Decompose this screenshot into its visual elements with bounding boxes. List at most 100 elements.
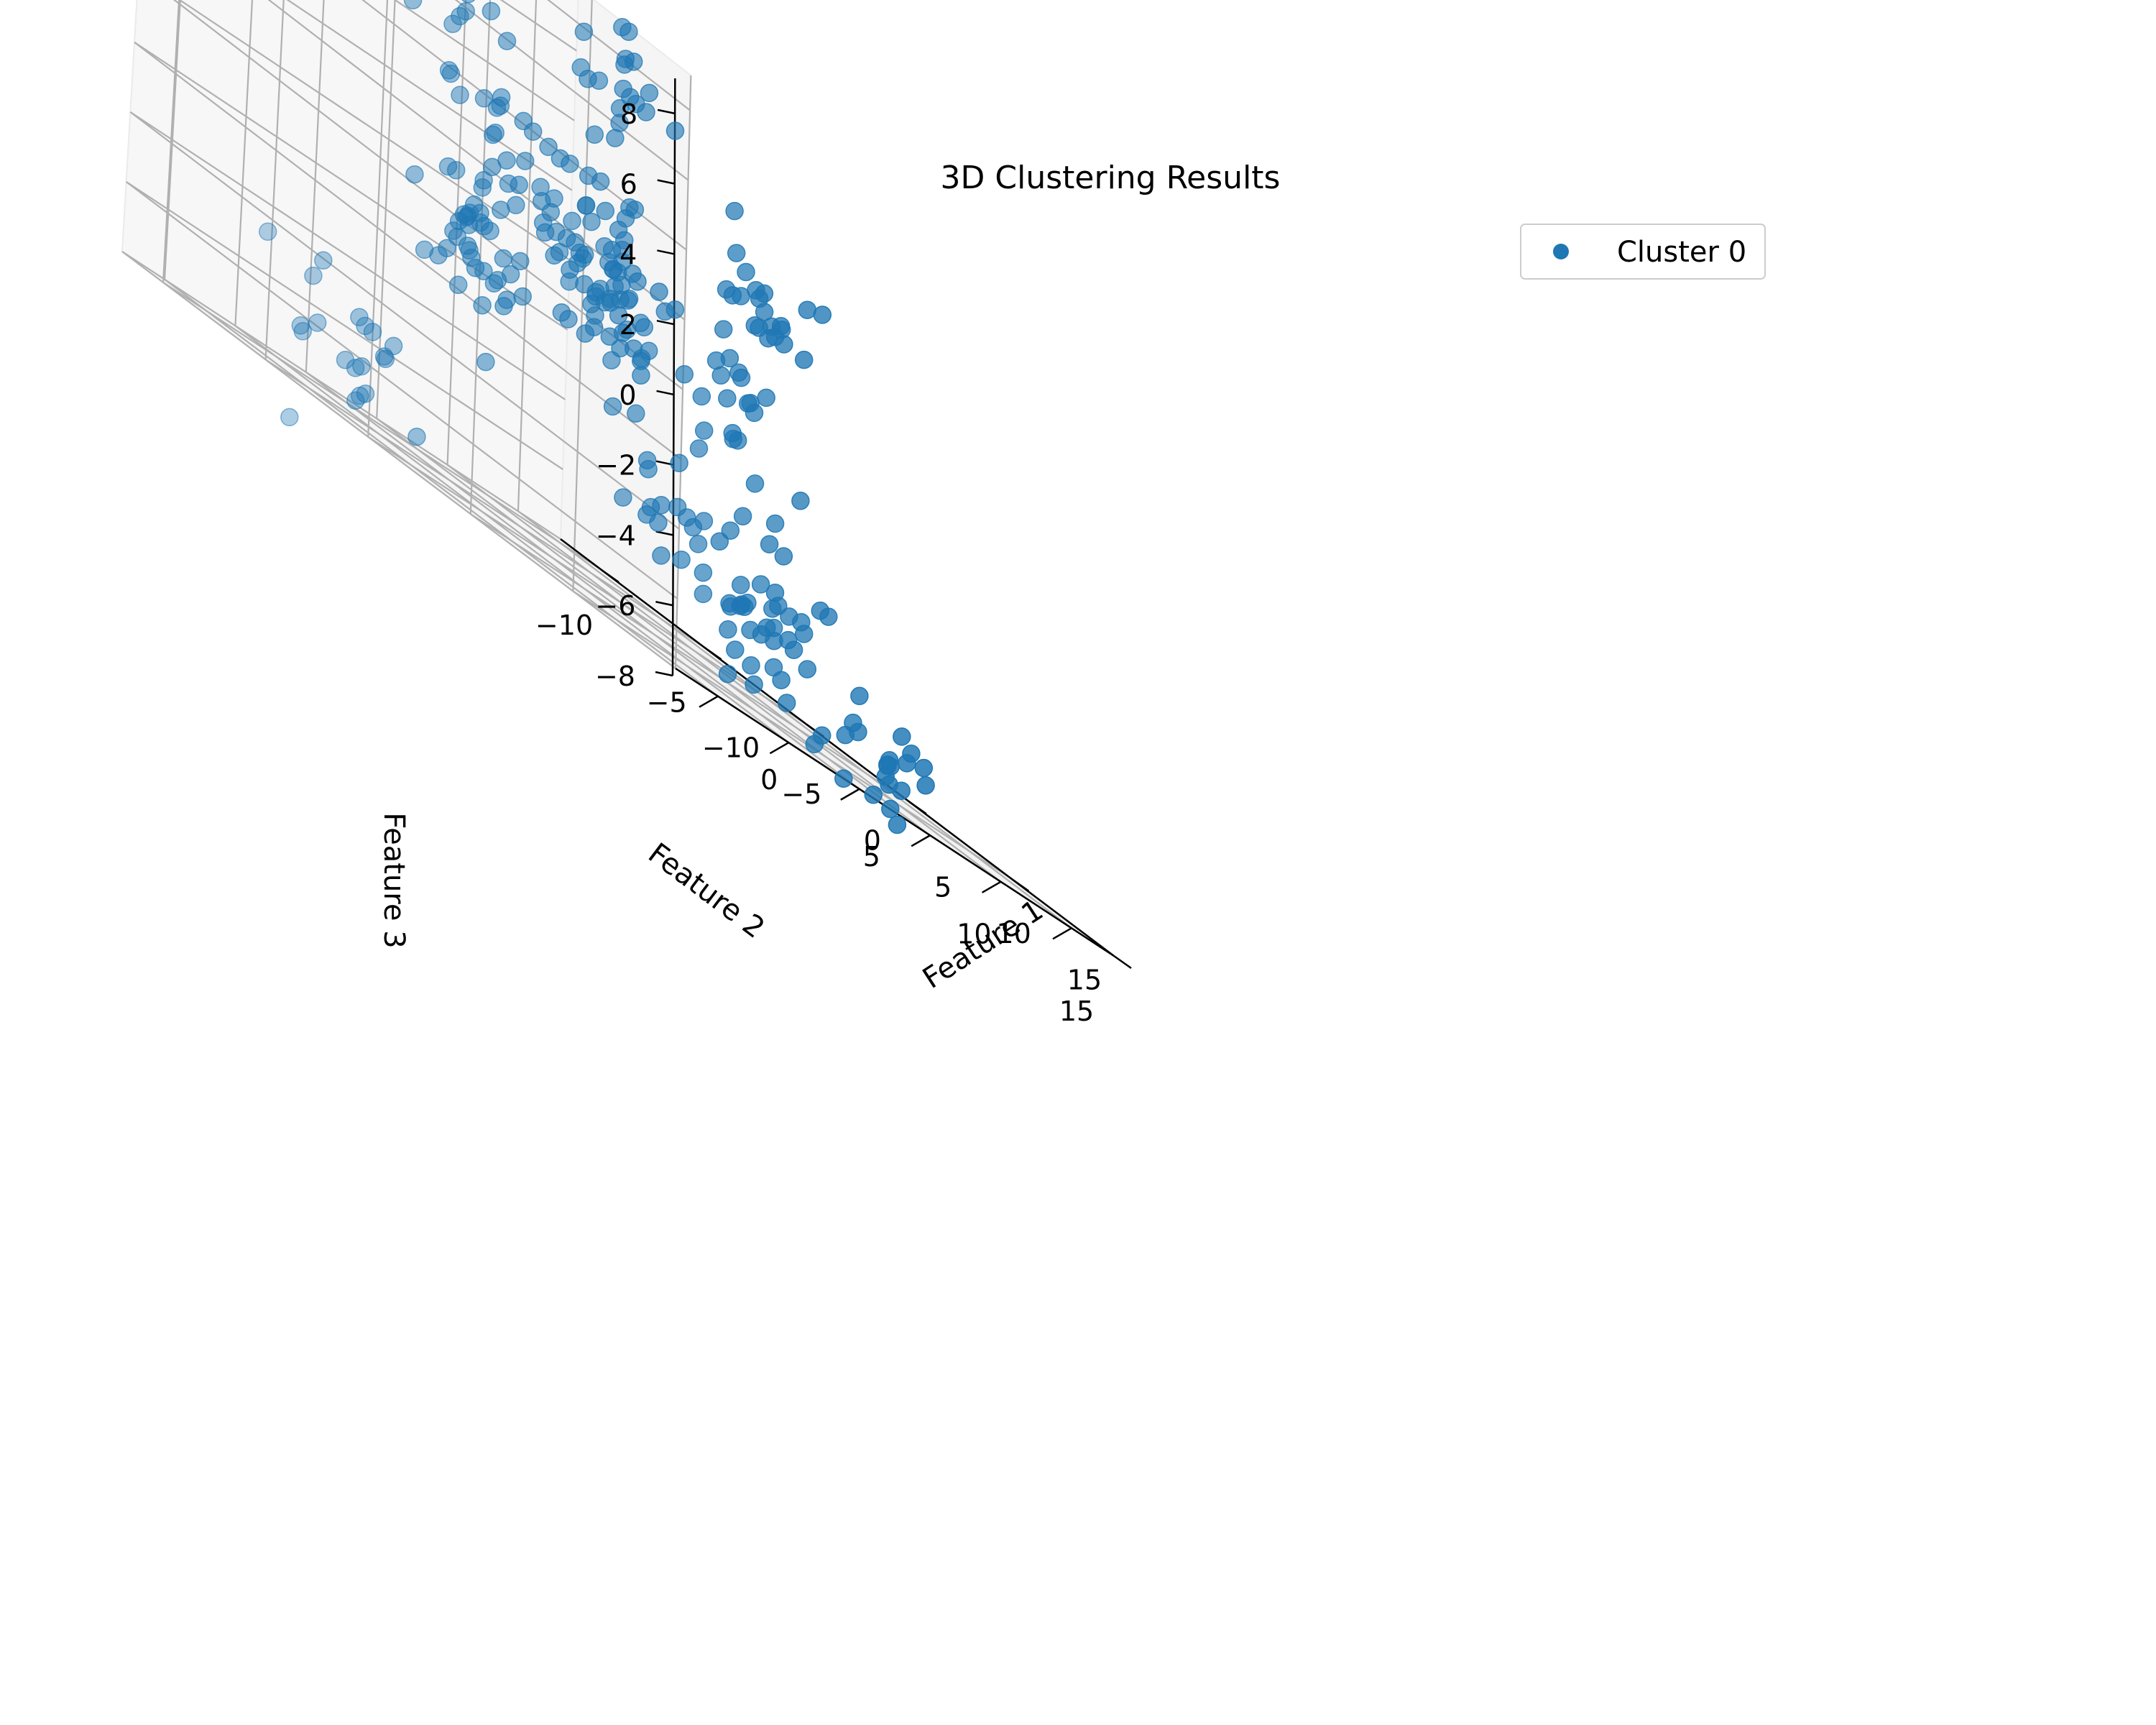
scatter-point [514,111,533,131]
scatter-point [602,351,621,369]
z-tick-mark [656,390,674,396]
scatter-point [811,601,830,620]
scatter-point [719,620,737,639]
scatter-point [531,178,550,197]
grid-line [572,0,593,592]
scatter-point [473,296,492,315]
scatter-point [484,125,502,144]
scatter-points [258,0,935,834]
z-tick-label: −6 [595,590,635,622]
grid-line [376,418,931,837]
scatter-point [585,125,604,144]
z-tick-mark [655,671,673,677]
grid-line [305,0,325,372]
grid-line [517,510,1072,929]
scatter-point [439,61,459,80]
grid-line [129,111,680,530]
scatter-point [689,439,709,458]
scatter-point [741,620,760,640]
scatter-point [714,320,733,339]
scatter-point [620,198,639,217]
x-tick-mark [1052,927,1072,940]
scatter-point [497,32,517,50]
scatter-point [574,22,594,41]
legend-marker [1553,244,1569,259]
scatter-point [448,227,467,247]
scatter-point [760,535,779,553]
x-tick-label: 0 [864,825,881,857]
scatter-point [494,297,513,316]
scatter-point [552,303,571,322]
scatter-point [438,157,458,176]
grid-line [162,282,602,571]
scatter-point [675,365,694,384]
grid-line [376,0,396,419]
z-tick-label: 2 [619,309,637,341]
scatter-point [563,211,581,231]
axis-lines [560,78,1132,970]
z-axis-label: Feature 3 [377,812,410,948]
grid-line [121,251,676,669]
scatter-point [617,320,637,339]
y-tick-mark [1010,878,1030,892]
scatter-point [356,316,374,336]
scatter-point [474,171,493,190]
scatter-point [614,488,632,507]
scatter-point [499,174,518,193]
scatter-point [476,352,495,372]
scatter-point [582,212,601,231]
scatter-point [456,1,475,21]
scatter-point [293,322,313,341]
scatter-point [612,275,631,295]
grid-line [234,0,254,326]
scatter-point [610,98,630,118]
scatter-point [670,454,688,472]
scatter-point [764,618,783,638]
scatter-point [751,575,770,594]
y-tick-label: 5 [863,841,880,873]
scatter-point [706,351,726,370]
scatter-point [474,262,493,280]
scatter-point [474,216,494,236]
scatter-point [336,351,355,369]
scatter-point [798,660,817,678]
scatter-point [460,241,479,260]
z-tick-mark [655,601,673,607]
z-tick-mark [657,179,676,185]
z-tick-label: 0 [619,380,636,411]
chart-title: 3D Clustering Results [941,160,1281,196]
scatter-point [745,474,765,493]
x-tick-label: 10 [996,918,1031,949]
grid-line [547,0,691,111]
z-tick-mark [657,249,675,255]
grid-line [572,590,1013,880]
z-tick-mark [656,319,675,326]
grid-line [234,325,790,744]
x-tick-mark [769,742,790,755]
scatter-point [280,408,299,427]
y-tick-mark [1113,954,1132,970]
grid-line [367,0,389,437]
scatter-point [441,64,461,83]
grid-line [517,0,538,512]
scatter-point [764,658,783,677]
grid-line [121,251,561,540]
grid-line [305,371,860,790]
y-tick-mark [908,801,927,815]
scatter-point [694,584,713,604]
scatter-point [757,388,775,408]
scatter-point [304,266,323,285]
grid-line [126,181,563,470]
scatter-point [834,769,853,788]
x-tick-label: 15 [1067,964,1102,995]
scatter-point [729,363,748,382]
z-tick-mark [657,109,676,115]
scatter-point [750,318,768,337]
scatter-point [615,55,634,74]
scatter-point [717,280,736,299]
scatter-point [314,251,333,270]
scatter-point [888,815,907,834]
scatter-point [571,58,590,77]
y-axis-label: Feature 2 [642,837,770,945]
